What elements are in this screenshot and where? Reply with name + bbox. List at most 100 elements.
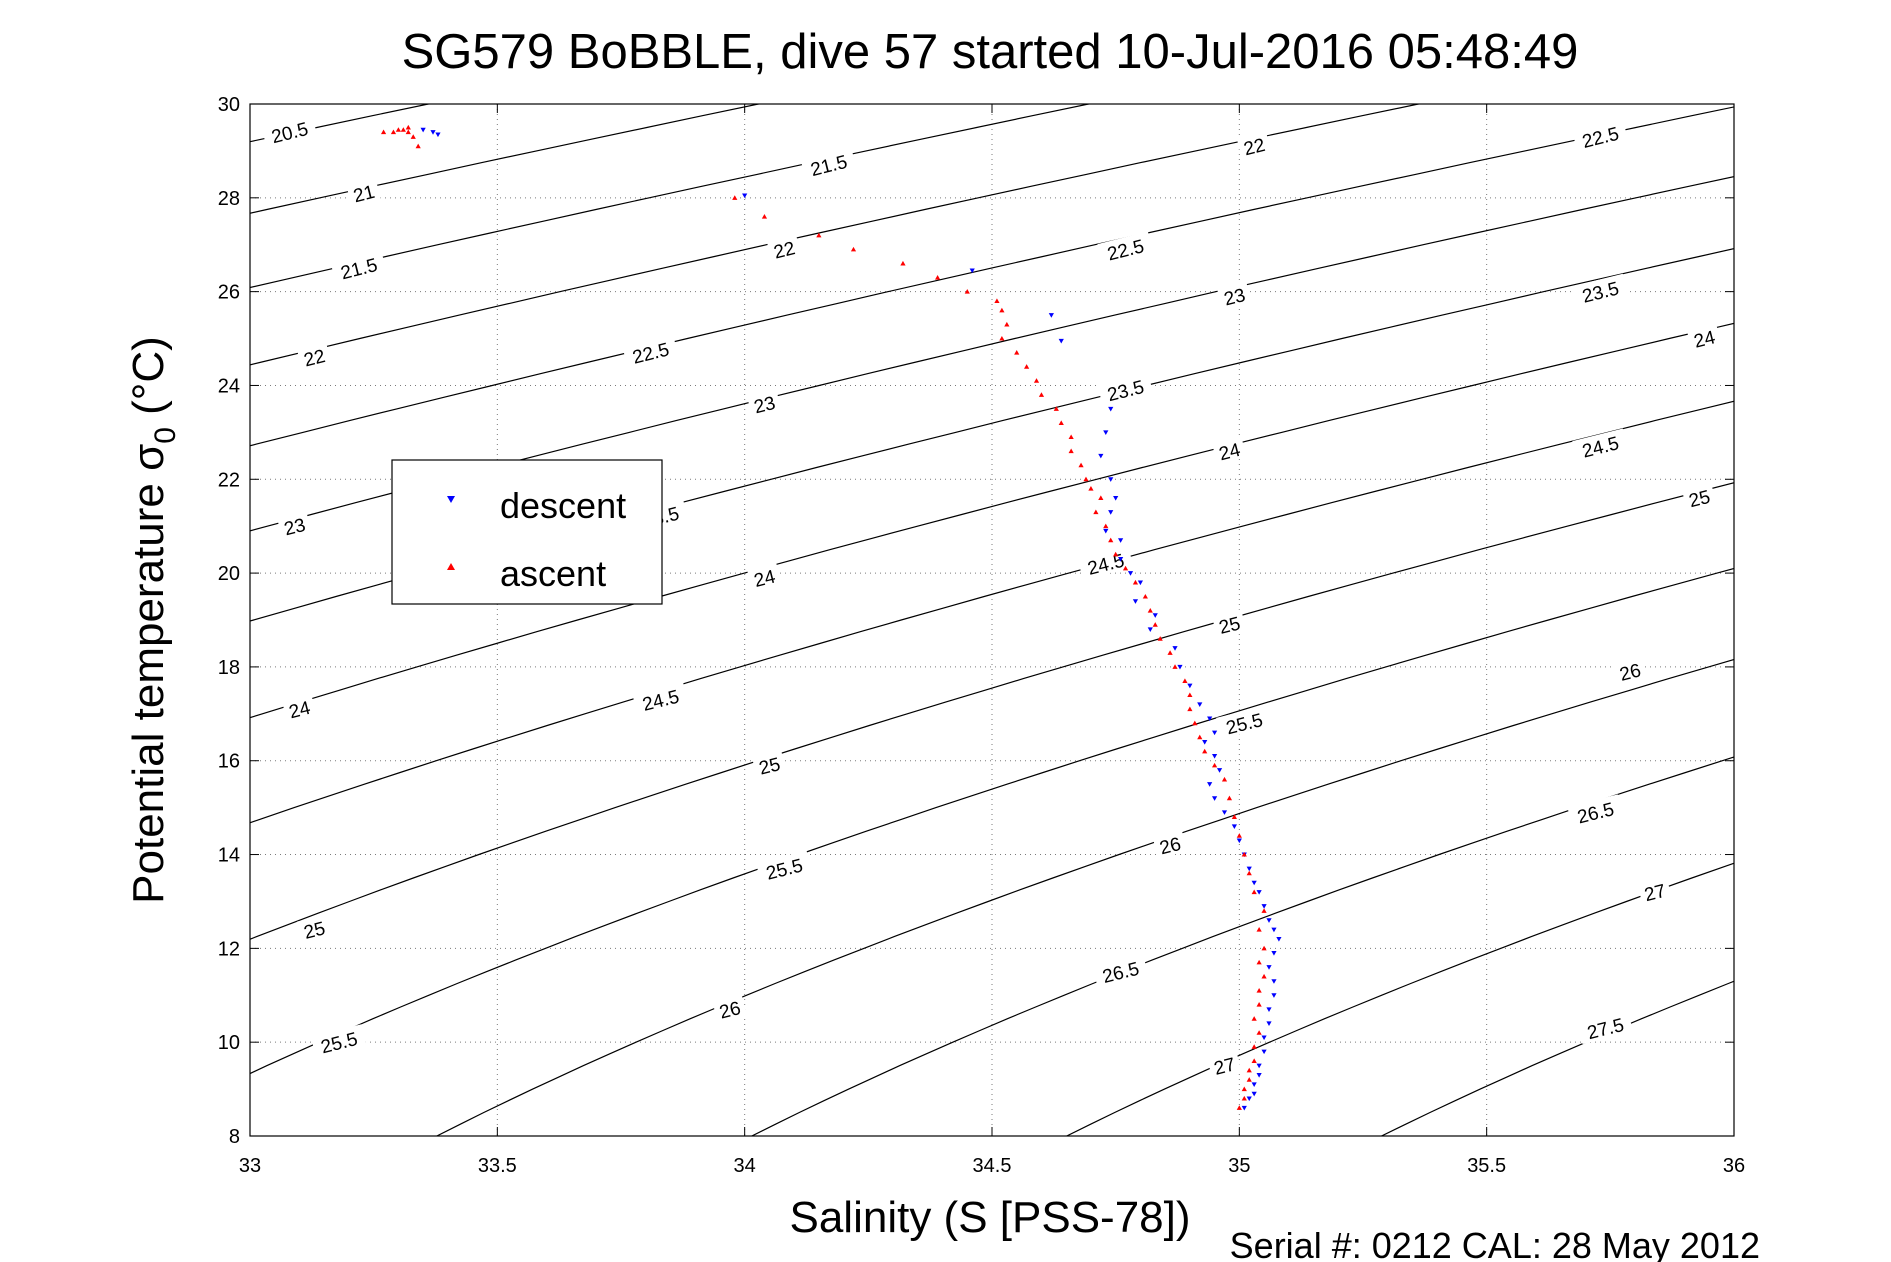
descent-point bbox=[1221, 810, 1228, 815]
y-tick-label: 22 bbox=[218, 469, 240, 491]
density-contour bbox=[250, 567, 1734, 1075]
descent-point bbox=[1108, 406, 1114, 412]
descent-point bbox=[1187, 683, 1193, 689]
descent-point bbox=[1137, 580, 1143, 586]
y-tick-label: 30 bbox=[218, 94, 240, 116]
contour-label-halo bbox=[622, 334, 679, 369]
descent-point bbox=[1246, 1096, 1252, 1102]
density-contour bbox=[750, 756, 1734, 1136]
y-axis-ticks: 8 10 12 14 16 18 20 22 24 26 28 30 bbox=[218, 94, 1734, 1148]
descent-point bbox=[1266, 918, 1272, 923]
ascent-point bbox=[1256, 1030, 1262, 1035]
x-tick-label: 33 bbox=[239, 1155, 261, 1177]
descent-point bbox=[742, 193, 748, 199]
ascent-point bbox=[1251, 1058, 1257, 1063]
contour-label-halo bbox=[632, 681, 689, 716]
ascent-point bbox=[816, 232, 822, 238]
density-contour bbox=[250, 104, 1092, 289]
descent-point bbox=[1256, 1063, 1262, 1069]
ascent-point bbox=[1113, 551, 1119, 557]
ascent-point bbox=[1014, 350, 1020, 355]
ascent-point bbox=[1202, 748, 1208, 754]
contour-label-halo bbox=[1686, 323, 1722, 352]
descent-point bbox=[1212, 730, 1218, 736]
ascent-point bbox=[1192, 720, 1198, 726]
ascent-point bbox=[1226, 795, 1233, 801]
ascent-point bbox=[1093, 509, 1099, 515]
ascent-point bbox=[1187, 692, 1193, 698]
ascent-point bbox=[1098, 495, 1104, 501]
legend-box bbox=[391, 459, 663, 605]
contour-labels: 20.52121.52223242525.521.52222.52323.524… bbox=[261, 114, 1722, 1080]
ascent-point bbox=[964, 289, 970, 294]
contour-label: 27 bbox=[1212, 1054, 1238, 1079]
descent-point bbox=[1261, 1035, 1267, 1041]
descent-point bbox=[1118, 557, 1124, 562]
ascent-point bbox=[1197, 734, 1203, 740]
density-contour bbox=[250, 322, 1734, 719]
descent-point bbox=[1276, 936, 1282, 942]
contour-label-halo bbox=[800, 147, 857, 181]
ascent-point bbox=[999, 307, 1005, 313]
ascent-point bbox=[761, 213, 768, 219]
contour-label-halo bbox=[756, 850, 812, 885]
descent-point bbox=[1108, 510, 1114, 515]
descent-point bbox=[1202, 739, 1208, 745]
contour-label-halo bbox=[1152, 829, 1188, 859]
contour-label-halo bbox=[1572, 273, 1629, 308]
contour-label-halo bbox=[310, 1024, 367, 1059]
ascent-point bbox=[1038, 392, 1045, 397]
descent-point bbox=[1266, 1007, 1272, 1012]
ascent-point bbox=[395, 127, 401, 132]
descent-point bbox=[420, 127, 426, 133]
contour-label: 25 bbox=[302, 918, 328, 943]
ascent-point bbox=[1103, 523, 1109, 529]
contour-label-halo bbox=[1092, 953, 1149, 988]
density-contour bbox=[435, 658, 1734, 1136]
contour-label: 25 bbox=[1217, 613, 1243, 638]
ascent-point bbox=[999, 335, 1005, 341]
descent-point bbox=[1256, 890, 1262, 895]
descent-point bbox=[1212, 754, 1218, 759]
y-tick-label: 16 bbox=[218, 751, 240, 773]
contour-label-halo bbox=[1097, 372, 1154, 407]
ascent-point bbox=[1256, 927, 1262, 932]
contour-label-halo bbox=[1077, 545, 1134, 580]
contour-label-halo bbox=[346, 177, 381, 207]
density-contour bbox=[250, 400, 1734, 824]
contour-label-halo bbox=[1211, 435, 1247, 465]
y-tick-label: 12 bbox=[218, 938, 240, 960]
descent-point bbox=[1058, 338, 1064, 344]
y-tick-label: 14 bbox=[218, 845, 240, 867]
y-tick-label: 28 bbox=[218, 188, 240, 210]
contour-label-halo bbox=[746, 388, 782, 418]
legend-ascent-label: ascent bbox=[500, 553, 606, 594]
descent-point bbox=[1152, 613, 1158, 618]
contour-label-halo bbox=[1216, 705, 1272, 740]
ascent-point bbox=[405, 129, 411, 135]
ascent-point bbox=[400, 127, 406, 132]
contour-label-halo bbox=[296, 914, 332, 943]
ascent-point bbox=[994, 298, 1000, 304]
ascent-point bbox=[1256, 959, 1262, 965]
contour-label-halo bbox=[1637, 876, 1672, 906]
contour-label-halo bbox=[296, 342, 332, 371]
descent-point bbox=[1241, 1105, 1247, 1111]
ascent-point bbox=[1108, 537, 1114, 543]
ascent-point bbox=[732, 195, 738, 200]
descent-point bbox=[1251, 1082, 1257, 1087]
descent-point bbox=[435, 132, 441, 138]
y-axis-label-unit: (°C) bbox=[124, 336, 173, 427]
ascent-point bbox=[1088, 486, 1094, 491]
contour-label-halo bbox=[1572, 428, 1629, 463]
contour-label: 25 bbox=[757, 754, 783, 779]
ascent-point bbox=[1078, 462, 1084, 468]
x-axis-ticks: 33 33.5 34 34.5 35 35.5 36 bbox=[239, 104, 1745, 1177]
ascent-point bbox=[1256, 1002, 1262, 1007]
contour-label-halo bbox=[282, 693, 317, 723]
ascent-point bbox=[380, 129, 387, 135]
descent-point bbox=[1132, 599, 1139, 604]
ascent-point bbox=[410, 134, 416, 139]
ascent-point bbox=[1246, 1077, 1252, 1082]
